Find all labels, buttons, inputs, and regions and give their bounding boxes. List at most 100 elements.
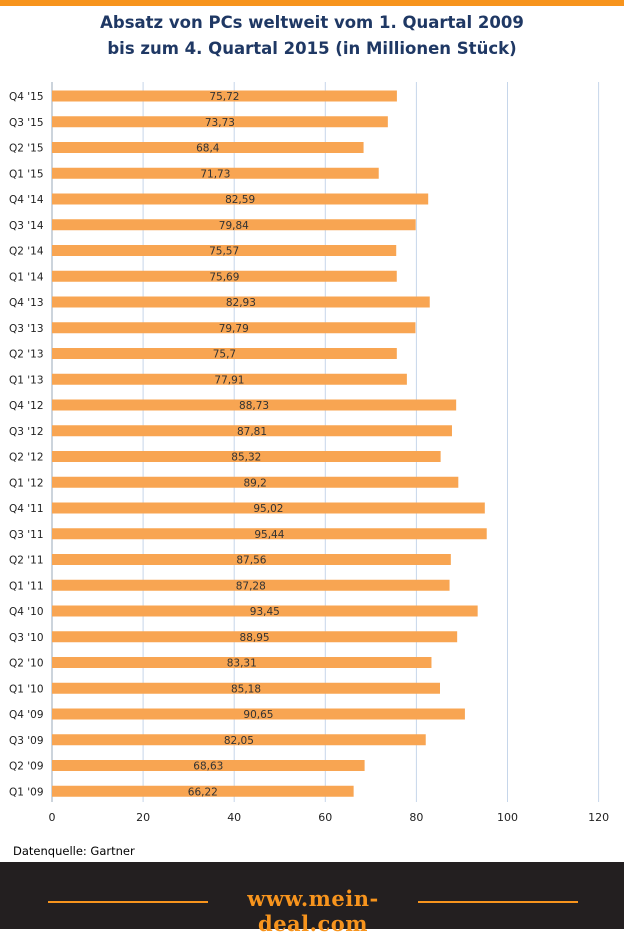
bar — [52, 657, 432, 668]
bar — [52, 682, 440, 694]
category-label: Q3 '13 — [9, 323, 44, 335]
bar — [52, 373, 407, 385]
bar — [52, 760, 365, 771]
bar — [52, 116, 388, 128]
bar — [52, 90, 397, 102]
category-label: Q2 '10 — [9, 658, 44, 670]
data-label: 85,32 — [231, 452, 261, 464]
data-label: 79,79 — [219, 323, 249, 335]
data-label: 93,45 — [250, 606, 280, 618]
category-label: Q3 '11 — [9, 529, 44, 541]
data-label: 75,57 — [209, 246, 239, 258]
bar — [52, 528, 487, 540]
category-label: Q1 '09 — [9, 786, 44, 798]
bar — [52, 193, 429, 205]
footer-rule-right — [418, 901, 578, 903]
bar — [52, 451, 441, 462]
category-label: Q3 '09 — [9, 735, 44, 747]
data-label: 87,81 — [237, 426, 267, 438]
x-tick-label: 20 — [136, 811, 150, 824]
bar — [52, 734, 426, 746]
category-label: Q3 '14 — [9, 220, 44, 232]
bar — [52, 605, 478, 617]
data-label: 66,22 — [188, 786, 218, 798]
data-label: 89,2 — [243, 477, 266, 489]
category-label: Q3 '15 — [9, 117, 44, 129]
bar — [52, 296, 430, 308]
x-tick-label: 120 — [588, 811, 609, 824]
bar — [52, 322, 416, 334]
category-label: Q1 '10 — [9, 683, 44, 695]
data-label: 75,69 — [209, 271, 239, 283]
data-label: 68,63 — [193, 761, 223, 773]
x-tick-label: 0 — [49, 811, 56, 824]
bar-chart: 0 20 40 60 80 100 120 Q4 '15 75,72 Q3 '15 73,73 Q2 … — [9, 82, 609, 824]
bar — [52, 554, 451, 565]
chart-title-line-2: bis zum 4. Quartal 2015 (in Millionen St… — [107, 39, 517, 58]
x-tick-label: 80 — [409, 811, 423, 824]
chart-title: Absatz von PCs weltweit vom 1. Quartal 2… — [0, 10, 624, 62]
top-accent-stripe — [0, 0, 624, 6]
category-label: Q2 '09 — [9, 761, 44, 773]
data-label: 77,91 — [214, 374, 244, 386]
data-label: 88,73 — [239, 400, 269, 412]
category-label: Q2 '15 — [9, 143, 44, 155]
data-label: 90,65 — [243, 709, 273, 721]
data-label: 82,93 — [226, 297, 256, 309]
category-label: Q2 '12 — [9, 452, 44, 464]
category-label: Q4 '09 — [9, 709, 44, 721]
data-source-note: Datenquelle: Gartner — [13, 844, 135, 858]
bar — [52, 579, 450, 591]
chart-title-line-1: Absatz von PCs weltweit vom 1. Quartal 2… — [100, 13, 524, 32]
category-label: Q4 '10 — [9, 606, 44, 618]
bar — [52, 502, 485, 514]
category-label: Q3 '10 — [9, 632, 44, 644]
data-label: 82,59 — [225, 194, 255, 206]
data-label: 95,44 — [254, 529, 284, 541]
bar — [52, 348, 397, 359]
data-label: 79,84 — [219, 220, 249, 232]
x-tick-label: 60 — [318, 811, 332, 824]
data-label: 75,72 — [209, 91, 239, 103]
data-label: 87,28 — [236, 580, 266, 592]
data-label: 85,18 — [231, 683, 261, 695]
category-label: Q1 '15 — [9, 168, 44, 180]
bar — [52, 425, 452, 437]
category-label: Q1 '11 — [9, 580, 44, 592]
category-label: Q4 '11 — [9, 503, 44, 515]
data-label: 83,31 — [227, 658, 257, 670]
data-label: 82,05 — [224, 735, 254, 747]
category-label: Q2 '11 — [9, 555, 44, 567]
category-label: Q1 '13 — [9, 374, 44, 386]
category-label: Q3 '12 — [9, 426, 44, 438]
category-label: Q2 '13 — [9, 349, 44, 361]
bar — [52, 142, 364, 153]
data-label: 71,73 — [200, 168, 230, 180]
data-label: 87,56 — [236, 555, 266, 567]
data-label: 68,4 — [196, 143, 220, 155]
category-label: Q4 '15 — [9, 91, 44, 103]
footer-rule-left — [48, 901, 208, 903]
bar — [52, 631, 458, 643]
x-tick-label: 100 — [497, 811, 518, 824]
bar — [52, 399, 457, 411]
category-label: Q4 '13 — [9, 297, 44, 309]
bar — [52, 270, 397, 282]
bar — [52, 245, 397, 256]
bar — [52, 708, 465, 720]
x-tick-label: 40 — [227, 811, 241, 824]
bar — [52, 785, 354, 797]
bar — [52, 476, 459, 488]
category-label: Q4 '12 — [9, 400, 44, 412]
bar — [52, 219, 416, 231]
category-label: Q1 '12 — [9, 477, 44, 489]
category-label: Q1 '14 — [9, 271, 44, 283]
category-label: Q2 '14 — [9, 246, 44, 258]
data-label: 75,7 — [213, 349, 236, 361]
footer-banner: www.mein-deal.com — [0, 862, 624, 936]
bar — [52, 167, 379, 179]
data-label: 88,95 — [240, 632, 270, 644]
category-label: Q4 '14 — [9, 194, 44, 206]
data-label: 73,73 — [205, 117, 235, 129]
data-label: 95,02 — [253, 503, 283, 515]
